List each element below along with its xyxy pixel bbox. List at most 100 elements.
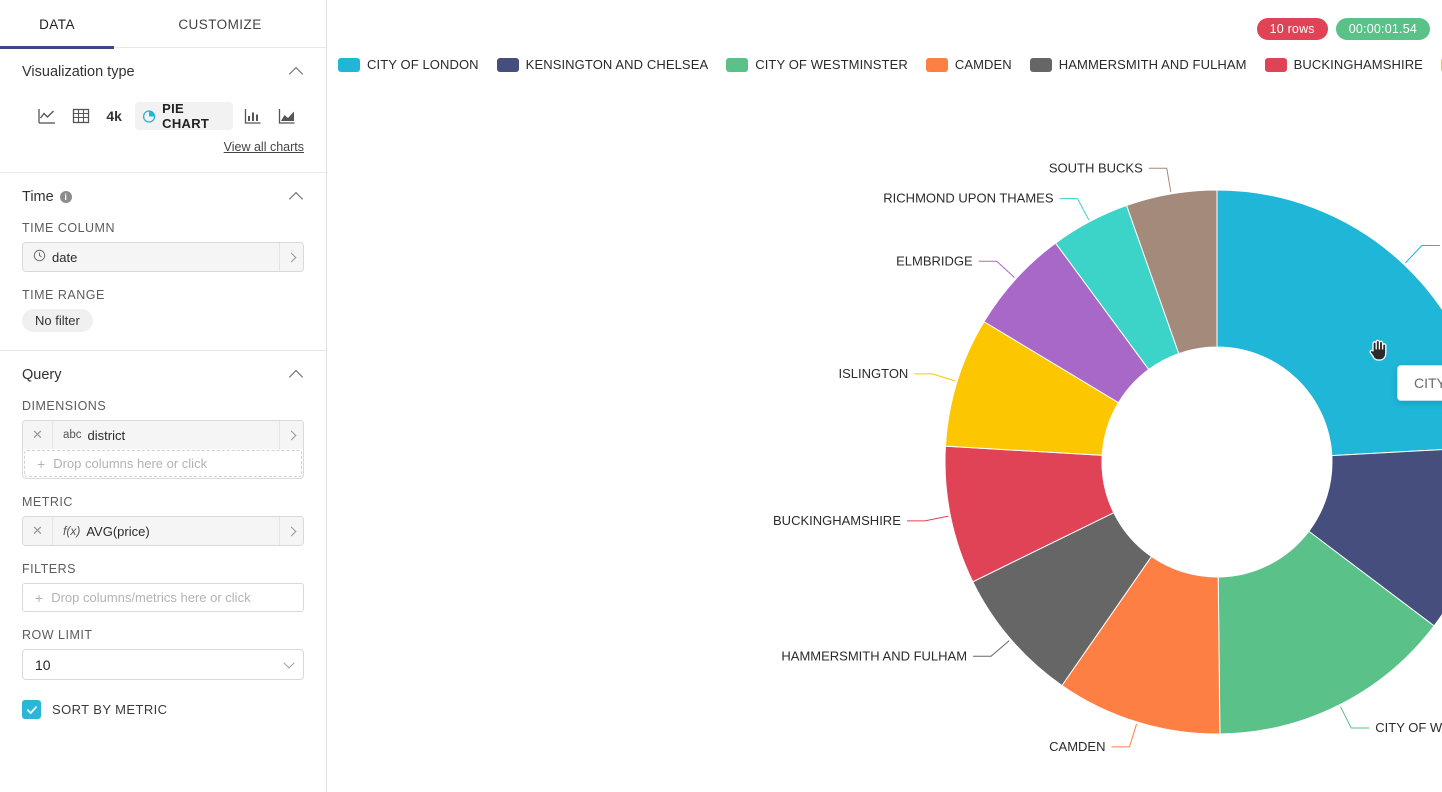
label-leader-lines bbox=[906, 167, 1440, 748]
slice-label: RICHMOND UPON THAMES bbox=[883, 191, 1054, 206]
leader-line bbox=[1340, 706, 1370, 729]
time-column-value: date bbox=[52, 249, 78, 265]
section-query: Query DIMENSIONS ✕ abc district + Drop c… bbox=[0, 351, 326, 737]
sort-by-metric-checkbox[interactable] bbox=[22, 700, 41, 719]
viz-option-pie-chart-label: PIE CHART bbox=[162, 101, 210, 131]
leader-line bbox=[1404, 245, 1440, 264]
visualization-type-header: Visualization type bbox=[22, 64, 304, 80]
sort-by-metric-row[interactable]: SORT BY METRIC bbox=[22, 700, 304, 719]
visualization-type-options: 4k PIE CHART bbox=[22, 101, 304, 131]
legend-swatch bbox=[726, 57, 749, 72]
legend-swatch bbox=[1264, 57, 1287, 72]
legend-item-camden[interactable]: CAMDEN bbox=[925, 57, 1012, 72]
dimension-value: district bbox=[87, 427, 126, 443]
dimension-pill-district[interactable]: ✕ abc district bbox=[23, 421, 303, 449]
time-column-control[interactable]: date bbox=[22, 242, 304, 272]
clock-icon bbox=[23, 249, 52, 265]
tab-customize[interactable]: CUSTOMIZE bbox=[114, 0, 326, 48]
legend-label: CITY OF WESTMINSTER bbox=[755, 57, 908, 72]
area-chart-icon bbox=[278, 109, 295, 124]
leader-line bbox=[906, 515, 949, 522]
chevron-up-icon-query[interactable] bbox=[290, 368, 304, 382]
leader-line bbox=[1148, 167, 1172, 193]
time-title-label: Time bbox=[22, 189, 54, 205]
dimensions-placeholder: Drop columns here or click bbox=[53, 456, 208, 471]
chevron-right-icon-metric[interactable] bbox=[279, 517, 303, 545]
info-icon[interactable]: i bbox=[59, 191, 72, 203]
plus-icon-filters: + bbox=[35, 589, 44, 606]
row-limit-value: 10 bbox=[35, 656, 51, 673]
leader-line bbox=[978, 260, 1015, 278]
row-limit-select[interactable]: 10 bbox=[22, 649, 304, 680]
visualization-type-title: Visualization type bbox=[22, 64, 135, 80]
chart-legend: CITY OF LONDON KENSINGTON AND CHELSEA CI… bbox=[338, 57, 1442, 72]
chevron-right-icon-time-column[interactable] bbox=[279, 243, 303, 271]
section-time: Time i TIME COLUMN date bbox=[0, 173, 326, 351]
viz-option-line-chart[interactable] bbox=[30, 102, 64, 130]
donut-slice[interactable] bbox=[1125, 189, 1218, 355]
legend-item-buckinghamshire[interactable]: BUCKINGHAMSHIRE bbox=[1264, 57, 1423, 72]
metric-control: ✕ f(x) AVG(price) bbox=[22, 516, 304, 546]
legend-item-city-of-westminster[interactable]: CITY OF WESTMINSTER bbox=[726, 57, 908, 72]
viz-option-area-chart[interactable] bbox=[270, 102, 304, 130]
legend-item-kensington-and-chelsea[interactable]: KENSINGTON AND CHELSEA bbox=[496, 57, 709, 72]
legend-item-islington-partial[interactable] bbox=[1440, 57, 1442, 72]
legend-label: KENSINGTON AND CHELSEA bbox=[525, 57, 709, 72]
row-count-badge: 10 rows bbox=[1256, 18, 1328, 40]
leader-line bbox=[914, 373, 956, 382]
chart-panel: 10 rows 00:00:01.54 CITY OF LONDON KENSI… bbox=[327, 0, 1442, 792]
slice-label: SOUTH BUCKS bbox=[1049, 160, 1143, 175]
filters-dropzone[interactable]: + Drop columns/metrics here or click bbox=[22, 583, 304, 612]
slice-label: ISLINGTON bbox=[838, 366, 908, 381]
legend-swatch bbox=[1029, 57, 1052, 72]
slice-label: BUCKINGHAMSHIRE bbox=[773, 513, 901, 528]
time-range-label: TIME RANGE bbox=[22, 288, 105, 302]
time-header: Time i bbox=[22, 189, 304, 205]
control-panel: DATA CUSTOMIZE Visualization type bbox=[0, 0, 327, 792]
metric-value: AVG(price) bbox=[86, 523, 150, 539]
metric-type-label: f(x) bbox=[63, 524, 81, 538]
viz-option-big-number[interactable]: 4k bbox=[97, 102, 131, 130]
big-number-label: 4k bbox=[106, 108, 122, 124]
metric-pill-avg-price[interactable]: ✕ f(x) AVG(price) bbox=[23, 517, 303, 545]
tab-data-label: DATA bbox=[39, 16, 75, 32]
viz-option-table[interactable] bbox=[64, 102, 98, 130]
legend-swatch bbox=[338, 57, 360, 72]
time-title: Time i bbox=[22, 189, 72, 205]
checkmark-icon bbox=[26, 705, 37, 714]
chevron-right-icon-dimension[interactable] bbox=[279, 421, 303, 449]
donut-slice[interactable] bbox=[1217, 530, 1435, 735]
viz-option-pie-chart[interactable]: PIE CHART bbox=[135, 101, 233, 131]
query-header: Query bbox=[22, 367, 304, 383]
chevron-up-icon-visualization[interactable] bbox=[290, 65, 304, 79]
filters-label: FILTERS bbox=[22, 562, 76, 576]
row-limit-label: ROW LIMIT bbox=[22, 628, 93, 642]
viz-option-bar-chart[interactable] bbox=[237, 102, 271, 130]
chevron-up-icon-time[interactable] bbox=[290, 190, 304, 204]
dimensions-dropzone[interactable]: + Drop columns here or click bbox=[24, 450, 302, 477]
sort-by-metric-label: SORT BY METRIC bbox=[52, 702, 168, 717]
remove-dimension-icon[interactable]: ✕ bbox=[23, 421, 53, 449]
legend-item-hammersmith-and-fulham[interactable]: HAMMERSMITH AND FULHAM bbox=[1029, 57, 1247, 72]
slice-label: CAMDEN bbox=[1049, 739, 1105, 754]
chart-tooltip: CITY OF LONDON: 2M (25.05%) bbox=[1397, 365, 1442, 401]
tab-data[interactable]: DATA bbox=[0, 0, 114, 49]
donut-slice[interactable] bbox=[1061, 555, 1221, 735]
time-range-value[interactable]: No filter bbox=[22, 309, 93, 332]
legend-item-city-of-london[interactable]: CITY OF LONDON bbox=[338, 57, 479, 72]
dimensions-control: ✕ abc district + Drop columns here or cl… bbox=[22, 420, 304, 479]
metric-label: METRIC bbox=[22, 495, 73, 509]
legend-label: HAMMERSMITH AND FULHAM bbox=[1058, 57, 1247, 72]
slice-label: CITY OF WESTMINSTER bbox=[1375, 720, 1442, 735]
donut-slices[interactable] bbox=[944, 189, 1442, 735]
remove-metric-icon[interactable]: ✕ bbox=[23, 517, 53, 545]
view-all-charts-link[interactable]: View all charts bbox=[223, 140, 304, 154]
time-column-pill[interactable]: date bbox=[23, 243, 303, 271]
dimensions-label: DIMENSIONS bbox=[22, 399, 107, 413]
chevron-down-icon-row-limit bbox=[283, 656, 295, 669]
donut-slice[interactable] bbox=[1216, 189, 1442, 457]
section-visualization-type: Visualization type bbox=[0, 48, 326, 173]
tab-customize-label: CUSTOMIZE bbox=[178, 16, 262, 32]
